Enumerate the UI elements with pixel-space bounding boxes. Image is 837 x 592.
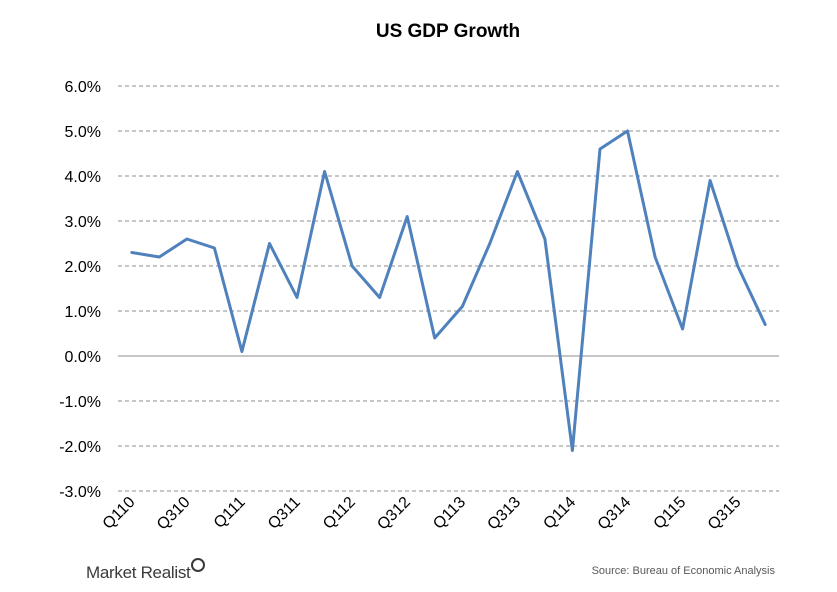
x-tick-label: Q314 <box>595 494 635 534</box>
brand-name: Market Realist <box>86 563 191 582</box>
data-point <box>570 449 574 453</box>
data-point <box>433 336 437 340</box>
y-tick-label: -3.0% <box>59 484 101 501</box>
data-point <box>460 305 464 309</box>
x-tick-label: Q111 <box>211 494 249 532</box>
x-tick-label: Q112 <box>320 494 359 533</box>
data-point <box>736 264 740 268</box>
data-point <box>378 296 382 300</box>
x-tick-label: Q315 <box>705 494 745 534</box>
series-layer <box>130 129 767 453</box>
x-tick-label: Q113 <box>430 494 469 533</box>
data-point <box>488 242 492 246</box>
source-note: Source: Bureau of Economic Analysis <box>592 565 776 577</box>
data-point <box>515 170 519 174</box>
x-tick-label: Q311 <box>265 494 304 533</box>
data-point <box>350 264 354 268</box>
y-tick-label: 3.0% <box>65 214 101 231</box>
x-axis-ticks: Q110 Q310 Q111 Q311 Q112 Q312 Q113 Q313 Q114 Q314… <box>100 494 745 534</box>
data-point <box>763 323 767 327</box>
y-tick-label: 4.0% <box>65 169 101 186</box>
gdp-growth-line <box>130 129 767 452</box>
data-point <box>212 246 216 250</box>
x-tick-label: Q115 <box>651 494 690 533</box>
data-point <box>543 237 547 241</box>
y-tick-label: 0.0% <box>65 349 101 366</box>
x-tick-label: Q310 <box>154 494 194 534</box>
data-point <box>598 147 602 151</box>
data-point <box>240 350 244 354</box>
data-point <box>295 296 299 300</box>
data-point <box>405 215 409 219</box>
x-tick-label: Q114 <box>540 494 579 533</box>
magnifier-icon <box>191 558 206 572</box>
brand-logo: Market Realist <box>86 558 206 583</box>
data-point <box>681 327 685 331</box>
y-tick-label: 1.0% <box>65 304 101 321</box>
y-tick-label: 2.0% <box>65 259 101 276</box>
x-tick-label: Q110 <box>100 494 139 533</box>
y-tick-label: -2.0% <box>59 439 101 456</box>
y-tick-label: -1.0% <box>59 394 101 411</box>
data-point <box>653 255 657 259</box>
x-tick-label: Q312 <box>374 494 414 534</box>
data-point <box>626 129 630 133</box>
data-point <box>267 242 271 246</box>
data-point <box>130 251 134 255</box>
data-point <box>157 255 161 259</box>
gridlines <box>118 85 779 492</box>
y-tick-label: 5.0% <box>65 124 101 141</box>
data-point <box>185 237 189 241</box>
x-tick-label: Q313 <box>484 494 524 534</box>
data-point <box>708 179 712 183</box>
y-axis-ticks: 6.0% 5.0% 4.0% 3.0% 2.0% 1.0% 0.0% -1.0% -2.0% -3… <box>59 79 101 501</box>
y-tick-label: 6.0% <box>65 79 101 96</box>
chart-title: US GDP Growth <box>376 21 520 42</box>
data-point <box>323 170 327 174</box>
